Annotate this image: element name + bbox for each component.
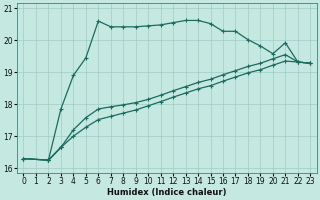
X-axis label: Humidex (Indice chaleur): Humidex (Indice chaleur) xyxy=(107,188,227,197)
